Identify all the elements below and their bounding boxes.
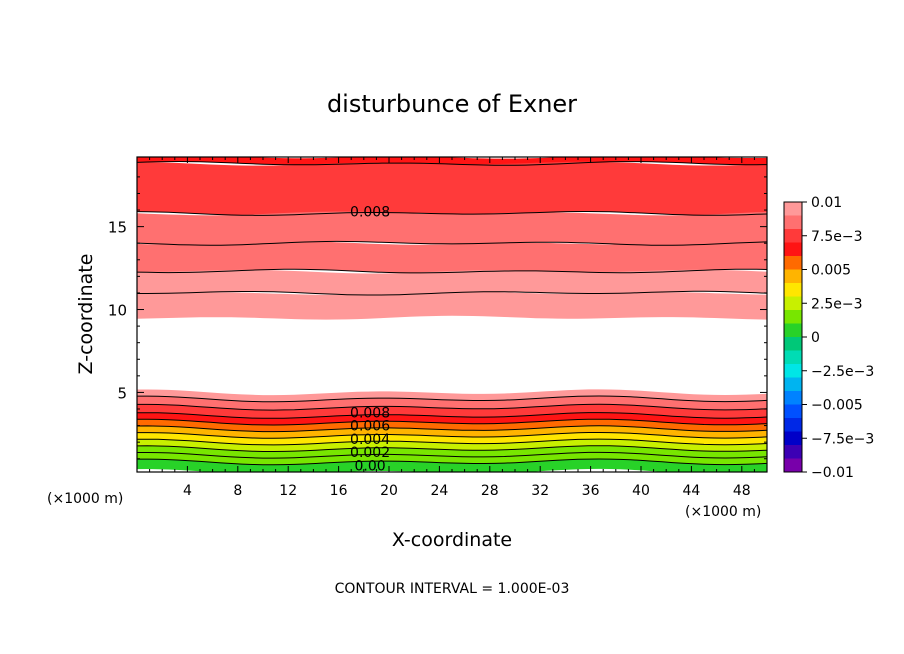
colorbar-swatch xyxy=(784,229,802,243)
colorbar-swatch xyxy=(784,337,802,351)
lower-band-5 xyxy=(137,425,767,439)
upper-band-5 xyxy=(137,290,767,320)
x-tick-label: 28 xyxy=(481,483,499,499)
colorbar-swatch xyxy=(784,256,802,270)
y-tick-label: 10 xyxy=(108,302,127,320)
contour-label: 0.004 xyxy=(350,432,390,448)
contour-label: 0.002 xyxy=(350,445,390,461)
colorbar-swatch xyxy=(784,215,802,229)
x-unit-left: (×1000 m) xyxy=(47,491,123,507)
lower-contour-6 xyxy=(137,432,768,439)
y-tick-label: 15 xyxy=(108,219,127,237)
x-axis: 4 8 12 16 20 24 28 32 36 40 44 48 xyxy=(149,157,755,499)
y-tick-label: 5 xyxy=(117,384,127,402)
colorbar-swatch xyxy=(784,404,802,418)
colorbar: 0.01 7.5e−3 0.005 2.5e−3 0 −2.5e−3 −0.005 −7.5e… xyxy=(783,195,874,481)
colorbar-label: −0.005 xyxy=(811,398,863,414)
colorbar-swatch xyxy=(784,431,802,445)
lower-band-2 xyxy=(137,404,767,419)
y-axis-label: Z-coordinate xyxy=(75,254,97,375)
x-tick-label: 44 xyxy=(682,483,700,499)
chart-title: disturbunce of Exner xyxy=(327,90,577,118)
colorbar-label: 0 xyxy=(811,330,820,346)
plot-area xyxy=(137,157,767,472)
colorbar-label: 0.005 xyxy=(811,263,851,279)
lower-contour-9 xyxy=(137,451,768,459)
upper-band-1 xyxy=(137,161,767,216)
lower-band-8 xyxy=(137,445,767,459)
colorbar-swatch xyxy=(784,391,802,405)
upper-contour-2 xyxy=(136,240,768,246)
lower-band-1 xyxy=(137,396,767,411)
lower-band-0 xyxy=(137,389,767,402)
x-axis-label: X-coordinate xyxy=(392,529,512,551)
x-tick-label: 24 xyxy=(430,483,448,499)
lower-contour-1 xyxy=(137,395,768,403)
upper-band-3 xyxy=(137,241,767,273)
x-tick-label: 32 xyxy=(531,483,549,499)
lower-band-9 xyxy=(137,452,767,465)
lower-band-10 xyxy=(137,459,767,472)
upper-band-4 xyxy=(137,269,767,295)
x-tick-label: 40 xyxy=(632,483,650,499)
lower-contour-5 xyxy=(136,425,768,433)
colorbar-label: 0.01 xyxy=(811,195,842,211)
x-tick-label: 20 xyxy=(380,483,398,499)
contour-lines xyxy=(136,160,768,466)
colorbar-label: 2.5e−3 xyxy=(811,296,863,312)
lower-band-3 xyxy=(137,412,767,425)
lower-contour-8 xyxy=(136,445,768,452)
x-unit-right: (×1000 m) xyxy=(685,504,761,520)
upper-contour-3 xyxy=(136,268,768,274)
x-tick-label: 12 xyxy=(279,483,297,499)
lower-contour-7 xyxy=(137,438,768,446)
lower-contour-3 xyxy=(137,412,768,419)
contour-label: 0.00 xyxy=(355,458,386,474)
x-tick-label: 36 xyxy=(582,483,600,499)
x-tick-label: 48 xyxy=(733,483,751,499)
contour-label: 0.006 xyxy=(350,419,390,435)
x-tick-label: 4 xyxy=(183,483,192,499)
contour-interval-footer: CONTOUR INTERVAL = 1.000E-03 xyxy=(335,581,570,597)
upper-contour-0 xyxy=(136,160,768,166)
colorbar-swatch xyxy=(784,269,802,283)
x-tick-label: 8 xyxy=(233,483,242,499)
contour-label: 0.008 xyxy=(350,205,390,221)
lower-band-7 xyxy=(137,439,767,452)
upper-contour-4 xyxy=(137,290,768,296)
upper-contour-1 xyxy=(136,211,768,216)
colorbar-swatch xyxy=(784,202,802,216)
lower-contour-2 xyxy=(137,403,768,411)
colorbar-swatch xyxy=(784,283,802,297)
colorbar-swatch xyxy=(784,296,802,310)
colorbar-swatch xyxy=(784,364,802,378)
lower-contour-10 xyxy=(137,458,768,466)
colorbar-swatch xyxy=(784,242,802,256)
x-tick-label: 16 xyxy=(330,483,348,499)
colorbar-swatch xyxy=(784,377,802,391)
colorbar-swatch xyxy=(784,445,802,459)
colorbar-label: −2.5e−3 xyxy=(811,364,874,380)
upper-band-2 xyxy=(137,211,767,246)
y-axis: 5 10 15 xyxy=(108,176,767,460)
lower-band-6 xyxy=(137,432,767,445)
upper-band-0 xyxy=(137,157,767,166)
colorbar-swatch xyxy=(784,310,802,324)
colorbar-swatch xyxy=(784,350,802,364)
lower-contour-4 xyxy=(137,418,768,426)
colorbar-swatch xyxy=(784,323,802,337)
contour-label: 0.008 xyxy=(350,405,390,421)
lower-band-4 xyxy=(137,419,767,432)
colorbar-swatch xyxy=(784,418,802,432)
colorbar-label: 7.5e−3 xyxy=(811,229,863,245)
colorbar-swatch xyxy=(784,458,802,472)
colorbar-label: −0.01 xyxy=(811,465,854,481)
colorbar-label: −7.5e−3 xyxy=(811,431,874,447)
